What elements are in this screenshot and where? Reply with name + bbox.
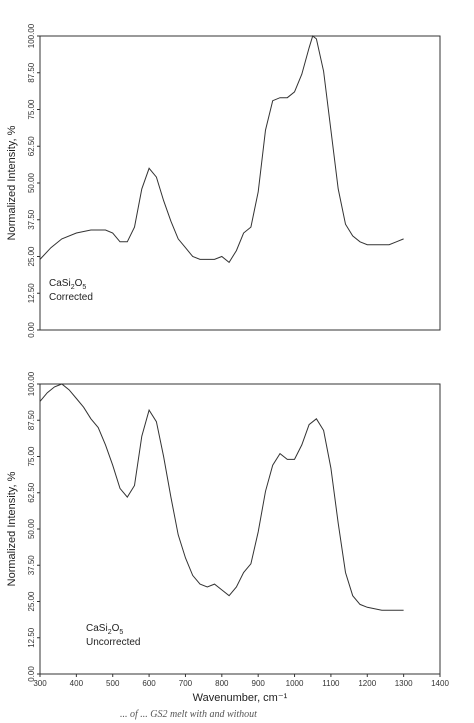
y-tick-label: 25.00	[27, 591, 36, 612]
y-tick-label: 87.50	[27, 410, 36, 431]
top-panel-label: CaSi2O5	[49, 278, 86, 291]
x-tick-label: 700	[179, 679, 193, 688]
y-tick-label: 100.00	[27, 23, 36, 48]
y-tick-label: 0.00	[27, 322, 36, 338]
y-tick-label: 50.00	[27, 172, 36, 193]
y-tick-label: 12.50	[27, 627, 36, 648]
bottom-x-axis-title: Wavenumber, cm⁻¹	[193, 692, 288, 704]
y-tick-label: 0.00	[27, 666, 36, 682]
top-plot-frame	[39, 35, 441, 331]
bottom-y-axis-title: Normalized Intensity, %	[6, 471, 18, 586]
y-tick-label: 37.50	[27, 209, 36, 230]
x-tick-label: 1100	[322, 679, 340, 688]
y-tick-label: 75.00	[27, 446, 36, 467]
y-tick-label: 62.50	[27, 136, 36, 157]
x-tick-label: 600	[142, 679, 156, 688]
top-y-axis-title: Normalized Intensity, %	[6, 125, 18, 240]
x-tick-label: 400	[70, 679, 84, 688]
bottom-panel: 0.00 12.50 25.00 37.50 50.00 62.50 75.00 87.50 1…	[6, 371, 449, 704]
y-tick-label: 75.00	[27, 99, 36, 120]
x-tick-label: 1300	[395, 679, 413, 688]
x-tick-label: 1000	[286, 679, 304, 688]
y-tick-label: 25.00	[27, 246, 36, 267]
y-tick-label: 37.50	[27, 555, 36, 576]
y-tick-label: 100.00	[27, 371, 36, 396]
top-y-ticks: 0.00 12.50 25.00 37.50 50.00 62.50 75.00 87.50 1…	[27, 23, 40, 338]
x-tick-label: 800	[215, 679, 229, 688]
x-tick-label: 1400	[431, 679, 449, 688]
x-tick-label: 1200	[358, 679, 376, 688]
bottom-panel-label: CaSi2O5	[86, 623, 123, 636]
top-spectrum-line	[39, 35, 404, 264]
bottom-x-ticks: 300 400 500 600 700 800 900 1000 1100 1200 1300 140…	[33, 674, 449, 688]
top-panel-sublabel: Corrected	[49, 292, 93, 303]
bottom-spectrum-line	[39, 383, 404, 611]
x-tick-label: 900	[252, 679, 266, 688]
y-tick-label: 50.00	[27, 518, 36, 539]
bottom-y-ticks: 0.00 12.50 25.00 37.50 50.00 62.50 75.00 87.50 1…	[27, 371, 40, 682]
x-tick-label: 500	[106, 679, 120, 688]
top-panel: 0.00 12.50 25.00 37.50 50.00 62.50 75.00 87.50 1…	[6, 23, 441, 338]
y-tick-label: 62.50	[27, 482, 36, 503]
x-tick-label: 300	[33, 679, 47, 688]
y-tick-label: 87.50	[27, 62, 36, 83]
bottom-panel-sublabel: Uncorrected	[86, 637, 140, 648]
figure-caption: ... of ... GS2 melt with and without	[120, 709, 257, 720]
y-tick-label: 12.50	[27, 283, 36, 304]
